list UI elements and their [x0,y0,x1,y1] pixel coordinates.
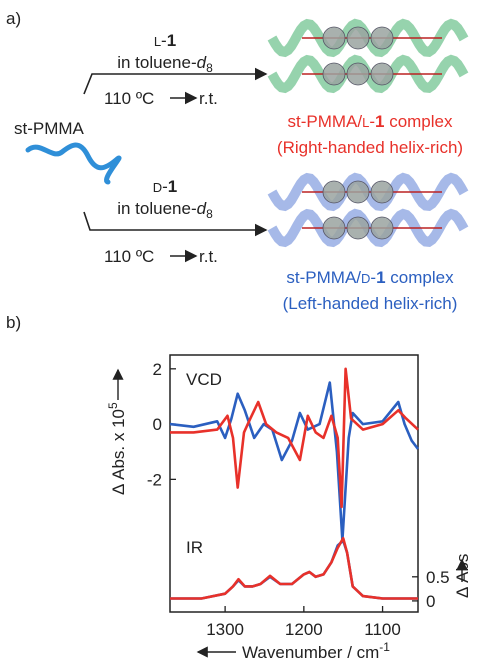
panel-label: a) [6,9,21,28]
helix-guest [322,216,346,240]
reagent: L-1 [154,31,176,50]
y2-tick-label: 0 [426,592,435,611]
conditions: 110 ºC [104,247,154,266]
helix-image [267,18,469,94]
y-tick-label: 2 [153,360,162,379]
series-line [170,367,419,509]
product-note: (Right-handed helix-rich) [277,138,463,157]
helix-guest [370,216,394,240]
helix-guest [322,62,346,86]
helix-guest [370,180,394,204]
solvent: in toluene-d8 [117,53,213,75]
solvent: in toluene-d8 [117,199,213,221]
reaction-arrow [83,67,268,95]
conditions: 110 ºC [104,89,154,108]
series-line [170,539,418,600]
x-tick-label: 1100 [364,620,401,639]
product: st-PMMA/D-1 complex [286,268,454,287]
helix-guest [346,216,370,240]
annotation: IR [186,538,203,557]
polymer-label: st-PMMA [14,119,85,138]
annotation: VCD [186,370,222,389]
plot-area: 1300 1200 1100 2 0 -2 0.5 0 [147,360,450,639]
x-tick-label: 1200 [285,620,323,639]
helix-guest [370,26,394,50]
panel-label: b) [6,313,21,332]
helix-guest [370,62,394,86]
helix-guest [346,180,370,204]
conditions: r.t. [199,247,218,266]
series-line [169,381,420,542]
polymer-coil [25,142,122,185]
y2-tick-label: 0.5 [426,568,450,587]
y-tick-label: 0 [153,415,162,434]
helix-guest [322,26,346,50]
y-axis-label: Δ Abs. x 105 [106,402,128,495]
x-axis-label: Wavenumber / cm-1 [242,640,390,662]
helix-guest [346,62,370,86]
plot-frame [169,354,419,613]
helix-guest [346,26,370,50]
reaction-arrow [83,211,268,237]
helix-guest [322,180,346,204]
series-line [170,536,418,600]
helix-image [267,172,469,248]
product: st-PMMA/L-1 complex [287,112,453,131]
product-note: (Left-handed helix-rich) [283,294,458,313]
x-tick-label: 1300 [206,620,244,639]
y-tick-label: -2 [147,470,162,489]
conditions: r.t. [199,89,218,108]
reagent: D-1 [153,177,178,196]
